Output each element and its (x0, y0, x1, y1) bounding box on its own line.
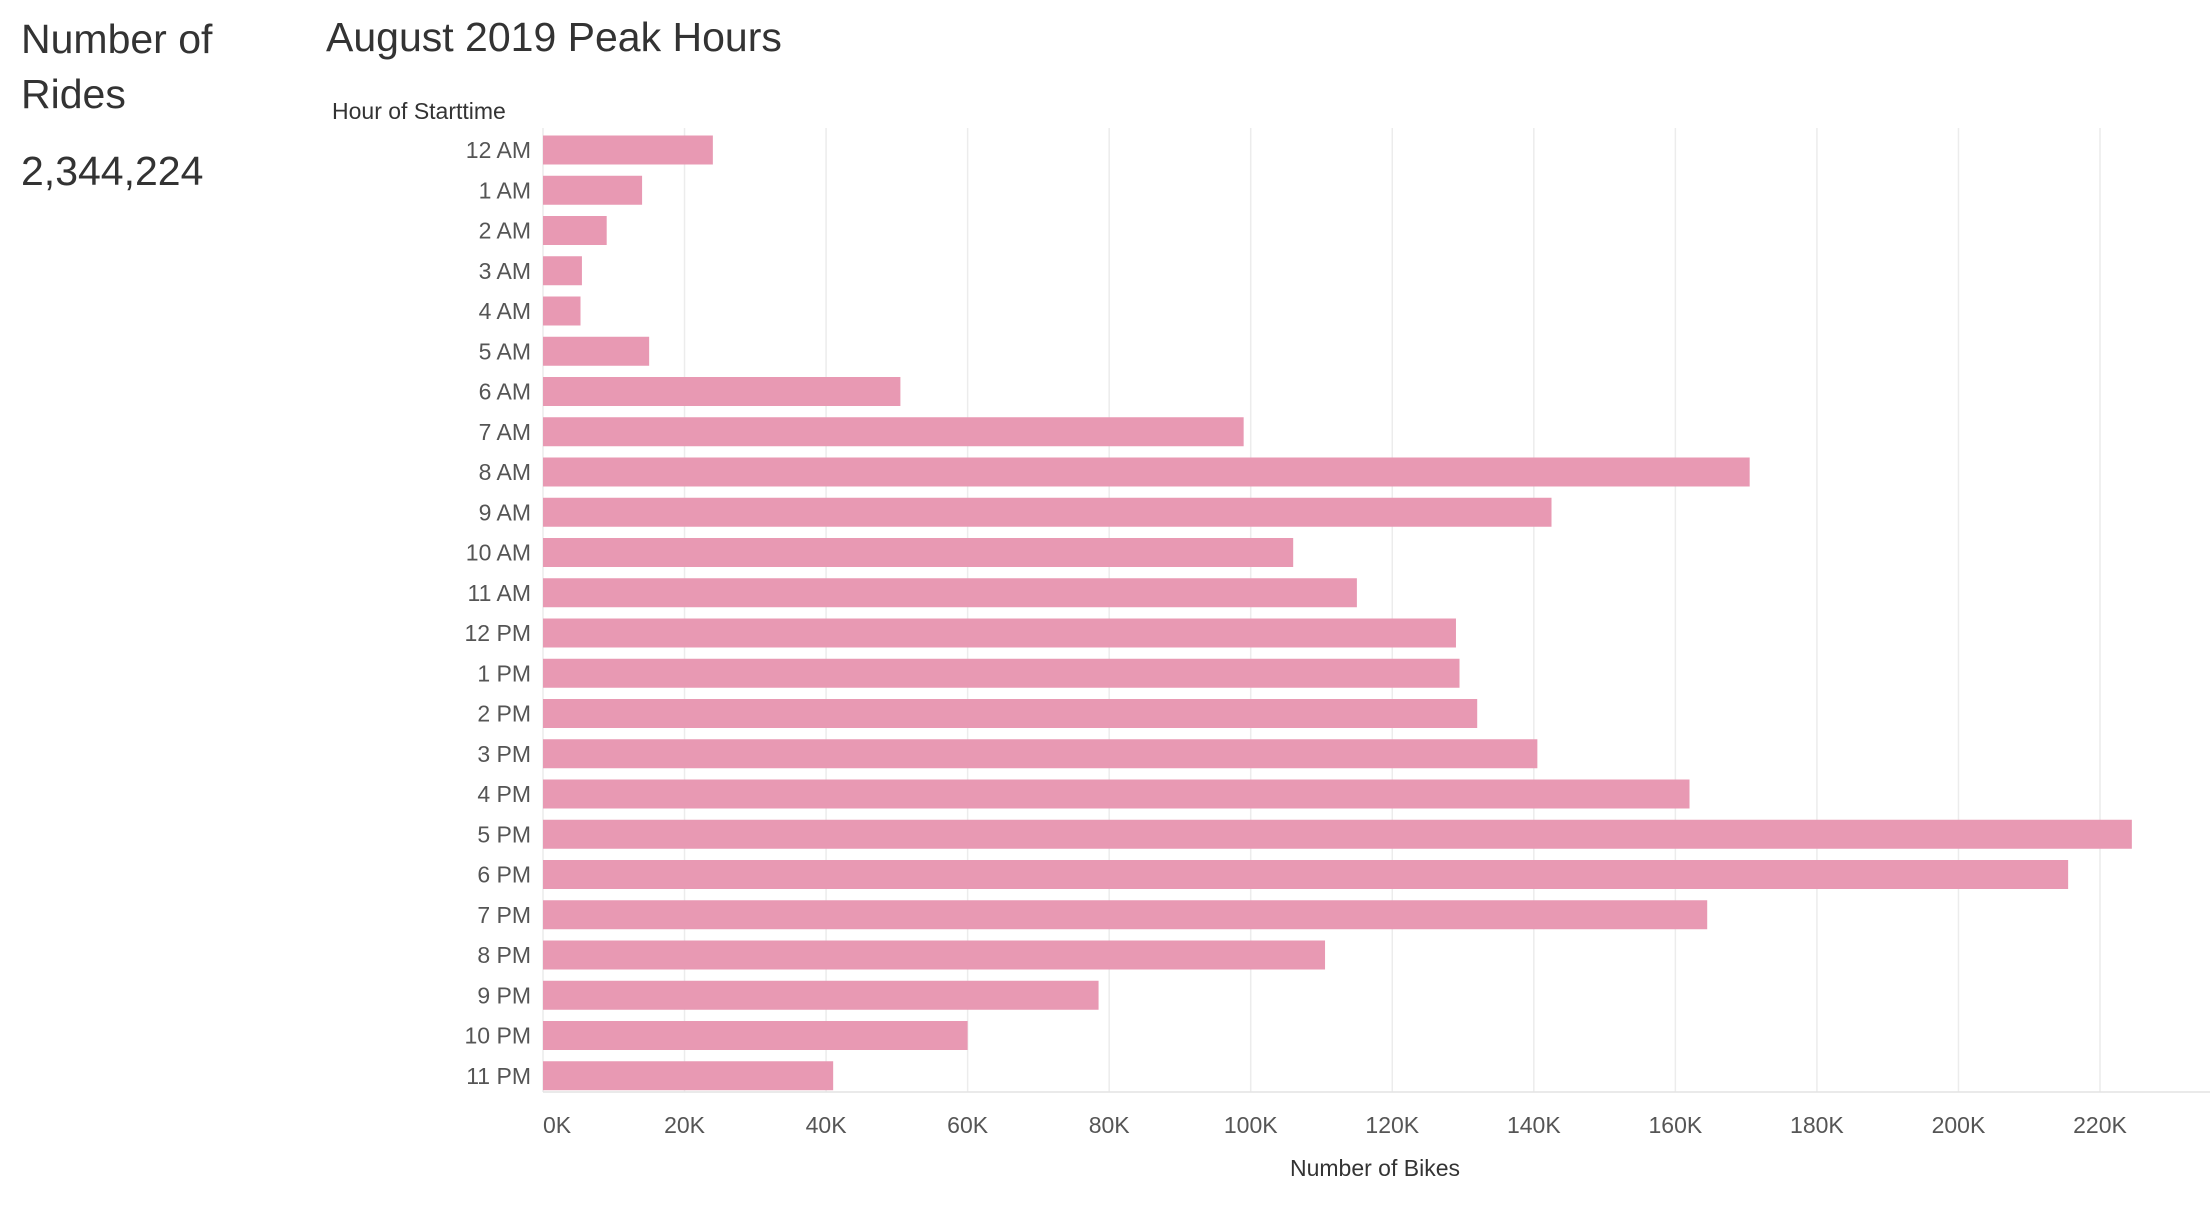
bar-10-am[interactable] (543, 538, 1294, 567)
kpi-value: 2,344,224 (21, 148, 204, 194)
x-tick-label: 180K (1790, 1112, 1844, 1138)
bar-6-pm[interactable] (543, 860, 2069, 889)
category-label: 4 AM (479, 298, 531, 324)
bars (543, 135, 2132, 1091)
x-tick-label: 160K (1649, 1112, 1703, 1138)
x-axis-title: Number of Bikes (1290, 1155, 1460, 1181)
bar-5-am[interactable] (543, 336, 650, 366)
bar-2-pm[interactable] (543, 699, 1478, 728)
x-tick-label: 20K (664, 1112, 706, 1138)
bar-6-am[interactable] (543, 377, 901, 406)
bar-10-pm[interactable] (543, 1021, 968, 1050)
bar-2-am[interactable] (543, 216, 607, 245)
x-tick-labels: 0K 20K 40K 60K 80K 100K 120K 140K 160K 180K 200K 22… (543, 1112, 2128, 1138)
category-label: 12 PM (465, 620, 531, 646)
category-label: 6 AM (479, 379, 531, 405)
category-label: 11 PM (466, 1063, 531, 1089)
bar-4-am[interactable] (543, 296, 581, 326)
bar-9-pm[interactable] (543, 980, 1099, 1010)
bar-5-pm[interactable] (543, 819, 2132, 849)
x-tick-label: 0K (543, 1112, 572, 1138)
bar-3-pm[interactable] (543, 739, 1538, 769)
kpi-title: Number of Rides (21, 16, 213, 117)
category-label: 3 AM (479, 258, 531, 284)
category-label: 8 PM (477, 942, 531, 968)
chart-title: August 2019 Peak Hours (326, 14, 782, 60)
category-label: 2 PM (477, 701, 531, 727)
bar-11-pm[interactable] (543, 1061, 834, 1091)
x-tick-label: 120K (1365, 1112, 1419, 1138)
bar-7-pm[interactable] (543, 900, 1708, 930)
category-label: 5 AM (479, 338, 531, 364)
category-label: 9 PM (477, 982, 531, 1008)
bar-9-am[interactable] (543, 497, 1552, 527)
bar-8-am[interactable] (543, 457, 1750, 487)
bar-3-am[interactable] (543, 256, 582, 286)
category-label: 12 AM (466, 137, 531, 163)
gridlines (542, 128, 2210, 1093)
bar-7-am[interactable] (543, 417, 1244, 447)
x-tick-label: 80K (1089, 1112, 1131, 1138)
category-label: 1 PM (477, 660, 531, 686)
category-label: 8 AM (479, 459, 531, 485)
bar-4-pm[interactable] (543, 779, 1690, 809)
category-label: 7 AM (479, 419, 531, 445)
x-tick-label: 40K (806, 1112, 848, 1138)
category-label: 10 PM (465, 1023, 531, 1049)
bar-12-am[interactable] (543, 135, 713, 165)
bar-1-am[interactable] (543, 175, 643, 205)
bar-12-pm[interactable] (543, 618, 1456, 648)
bar-8-pm[interactable] (543, 940, 1326, 970)
category-label: 2 AM (479, 218, 531, 244)
bar-11-am[interactable] (543, 578, 1357, 608)
x-tick-label: 140K (1507, 1112, 1561, 1138)
x-tick-label: 220K (2073, 1112, 2127, 1138)
x-tick-label: 100K (1224, 1112, 1278, 1138)
category-label: 10 AM (466, 540, 531, 566)
category-label: 5 PM (477, 821, 531, 847)
category-label: 6 PM (477, 862, 531, 888)
category-label: 4 PM (477, 781, 531, 807)
category-label: 11 AM (468, 580, 532, 606)
category-labels: 12 AM 1 AM 2 AM 3 AM 4 AM 5 AM 6 AM 7 AM 8 AM 9 A… (465, 137, 531, 1089)
category-label: 9 AM (479, 499, 531, 525)
y-axis-title: Hour of Starttime (332, 98, 506, 124)
category-label: 7 PM (477, 902, 531, 928)
category-label: 1 AM (479, 177, 531, 203)
x-tick-label: 60K (947, 1112, 989, 1138)
x-tick-label: 200K (1932, 1112, 1986, 1138)
bar-1-pm[interactable] (543, 658, 1460, 688)
category-label: 3 PM (477, 741, 531, 767)
